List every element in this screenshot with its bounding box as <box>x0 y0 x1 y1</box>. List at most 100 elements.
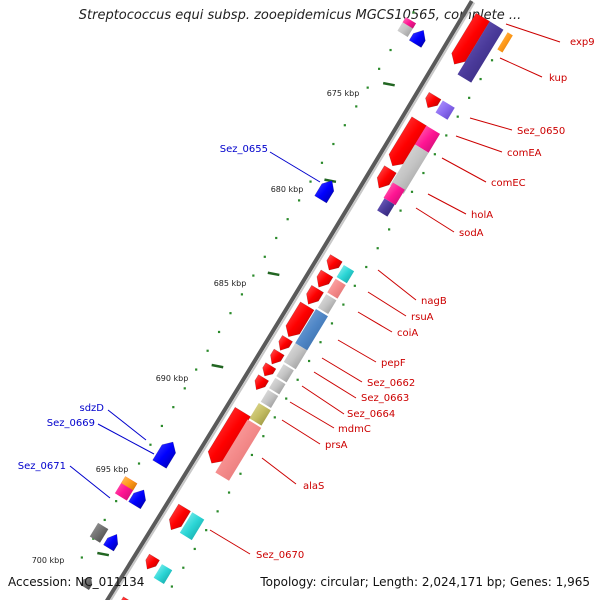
leader-line <box>69 465 111 499</box>
topology-text: Topology: circular; Length: 2,024,171 bp… <box>260 575 590 589</box>
cog-block-sez0670 <box>179 512 205 541</box>
minor-tick <box>422 171 425 175</box>
gene-label-comec[interactable]: comEC <box>491 178 526 189</box>
leader-line <box>289 401 335 429</box>
minor-tick <box>376 247 379 250</box>
chromosome-backbone <box>105 0 476 600</box>
gene-label-sez_0664[interactable]: Sez_0664 <box>347 409 395 420</box>
gene-label-sez_0670[interactable]: Sez_0670 <box>256 550 304 561</box>
gene-label-hola[interactable]: holA <box>471 210 493 221</box>
minor-tick <box>273 416 276 419</box>
gene-label-exp9[interactable]: exp9 <box>570 37 595 48</box>
major-tick <box>382 81 395 87</box>
gene-label-sez_0663[interactable]: Sez_0663 <box>361 393 409 404</box>
tick-label: 700 kbp <box>32 556 65 565</box>
gene-label-prsa[interactable]: prsA <box>325 440 348 451</box>
gene-features <box>80 12 513 600</box>
leader-line <box>357 311 393 333</box>
leader-line <box>107 409 147 441</box>
minor-tick <box>366 86 369 89</box>
gene-label-sdzd[interactable]: sdzD <box>79 403 104 414</box>
cog-block-alas <box>215 419 262 481</box>
minor-tick <box>309 180 312 183</box>
leader-line <box>441 157 487 183</box>
cog-block-sez0650 <box>414 125 441 153</box>
gene-label-coia[interactable]: coiA <box>397 328 418 339</box>
cog-block-lower-1 <box>153 564 173 584</box>
cog-block-rsua <box>327 278 346 299</box>
gene-coia <box>306 284 324 305</box>
cog-block-hola <box>383 182 405 206</box>
gene-label-sez_0669[interactable]: Sez_0669 <box>47 418 95 429</box>
minor-tick <box>240 293 244 296</box>
tick-label: 690 kbp <box>156 374 189 383</box>
cog-block-sez0662 <box>283 343 308 370</box>
gene-reverse-top <box>408 29 426 48</box>
cog-block-prsa <box>249 402 271 426</box>
gene-sdzd <box>152 441 176 469</box>
gene-label-pepf[interactable]: pepF <box>381 358 406 369</box>
minor-tick <box>206 349 209 352</box>
leader-line <box>377 269 417 301</box>
minor-tick <box>285 397 288 400</box>
gene-rsua <box>316 269 334 288</box>
tick-label: 680 kbp <box>271 185 304 194</box>
gene-label-rsua[interactable]: rsuA <box>411 312 434 323</box>
leader-line <box>499 57 543 78</box>
gene-labels: exp9 kup Sez_0650 comEA comEC holA sodA nagB rsu… <box>18 37 595 561</box>
leader-line <box>427 193 467 215</box>
gene-label-sez_0662[interactable]: Sez_0662 <box>367 378 415 389</box>
gene-label-sez_0671[interactable]: Sez_0671 <box>18 461 66 472</box>
cog-block-mdmc <box>260 389 279 408</box>
tick-label: 675 kbp <box>327 89 360 98</box>
cog-block-soda <box>377 198 395 217</box>
gene-pepf <box>285 301 315 338</box>
minor-tick <box>389 48 392 52</box>
gene-label-mdmc[interactable]: mdmC <box>338 424 371 435</box>
cog-block-sez0664 <box>269 377 286 395</box>
minor-tick <box>170 585 173 588</box>
minor-tick <box>479 77 482 81</box>
cog-block-exp9 <box>457 21 504 83</box>
major-tick <box>211 363 224 369</box>
leader-line <box>301 385 345 415</box>
minor-tick <box>353 284 356 287</box>
gene-mdmc <box>254 374 270 391</box>
gene-label-sez_0655[interactable]: Sez_0655 <box>220 144 268 155</box>
minor-tick <box>286 218 289 221</box>
gene-label-comea[interactable]: comEA <box>507 148 542 159</box>
backbone-line <box>105 0 474 600</box>
tick-label: 685 kbp <box>214 279 247 288</box>
leader-line <box>313 371 357 399</box>
gene-label-alas[interactable]: alaS <box>303 481 324 492</box>
major-tick <box>267 271 280 277</box>
minor-tick <box>399 209 402 212</box>
major-tick <box>324 178 337 184</box>
gene-reverse-low-2 <box>80 576 93 591</box>
leader-line <box>209 529 251 555</box>
gene-kup <box>425 91 442 109</box>
minor-tick <box>365 265 368 269</box>
minor-tick <box>80 556 83 559</box>
minor-tick <box>172 406 175 409</box>
gene-label-soda[interactable]: sodA <box>459 228 484 239</box>
minor-tick <box>378 67 381 70</box>
leader-line <box>281 419 321 445</box>
leader-line <box>337 339 377 363</box>
minor-tick <box>297 199 301 202</box>
gene-label-kup[interactable]: kup <box>549 73 567 84</box>
minor-tick <box>490 59 494 62</box>
cog-block-reverse-top-2 <box>402 17 417 29</box>
gene-label-sez_0650[interactable]: Sez_0650 <box>517 126 565 137</box>
minor-tick <box>195 368 198 371</box>
gene-sez0671 <box>103 533 119 552</box>
minor-tick <box>320 161 324 164</box>
gene-label-nagb[interactable]: nagB <box>421 296 447 307</box>
minor-tick <box>330 322 334 325</box>
cog-block-comea <box>389 144 429 194</box>
minor-tick <box>296 378 299 381</box>
map-title: Streptococcus equi subsp. zooepidemicus … <box>78 8 522 23</box>
cog-block-top <box>497 32 513 53</box>
minor-tick <box>229 312 232 315</box>
